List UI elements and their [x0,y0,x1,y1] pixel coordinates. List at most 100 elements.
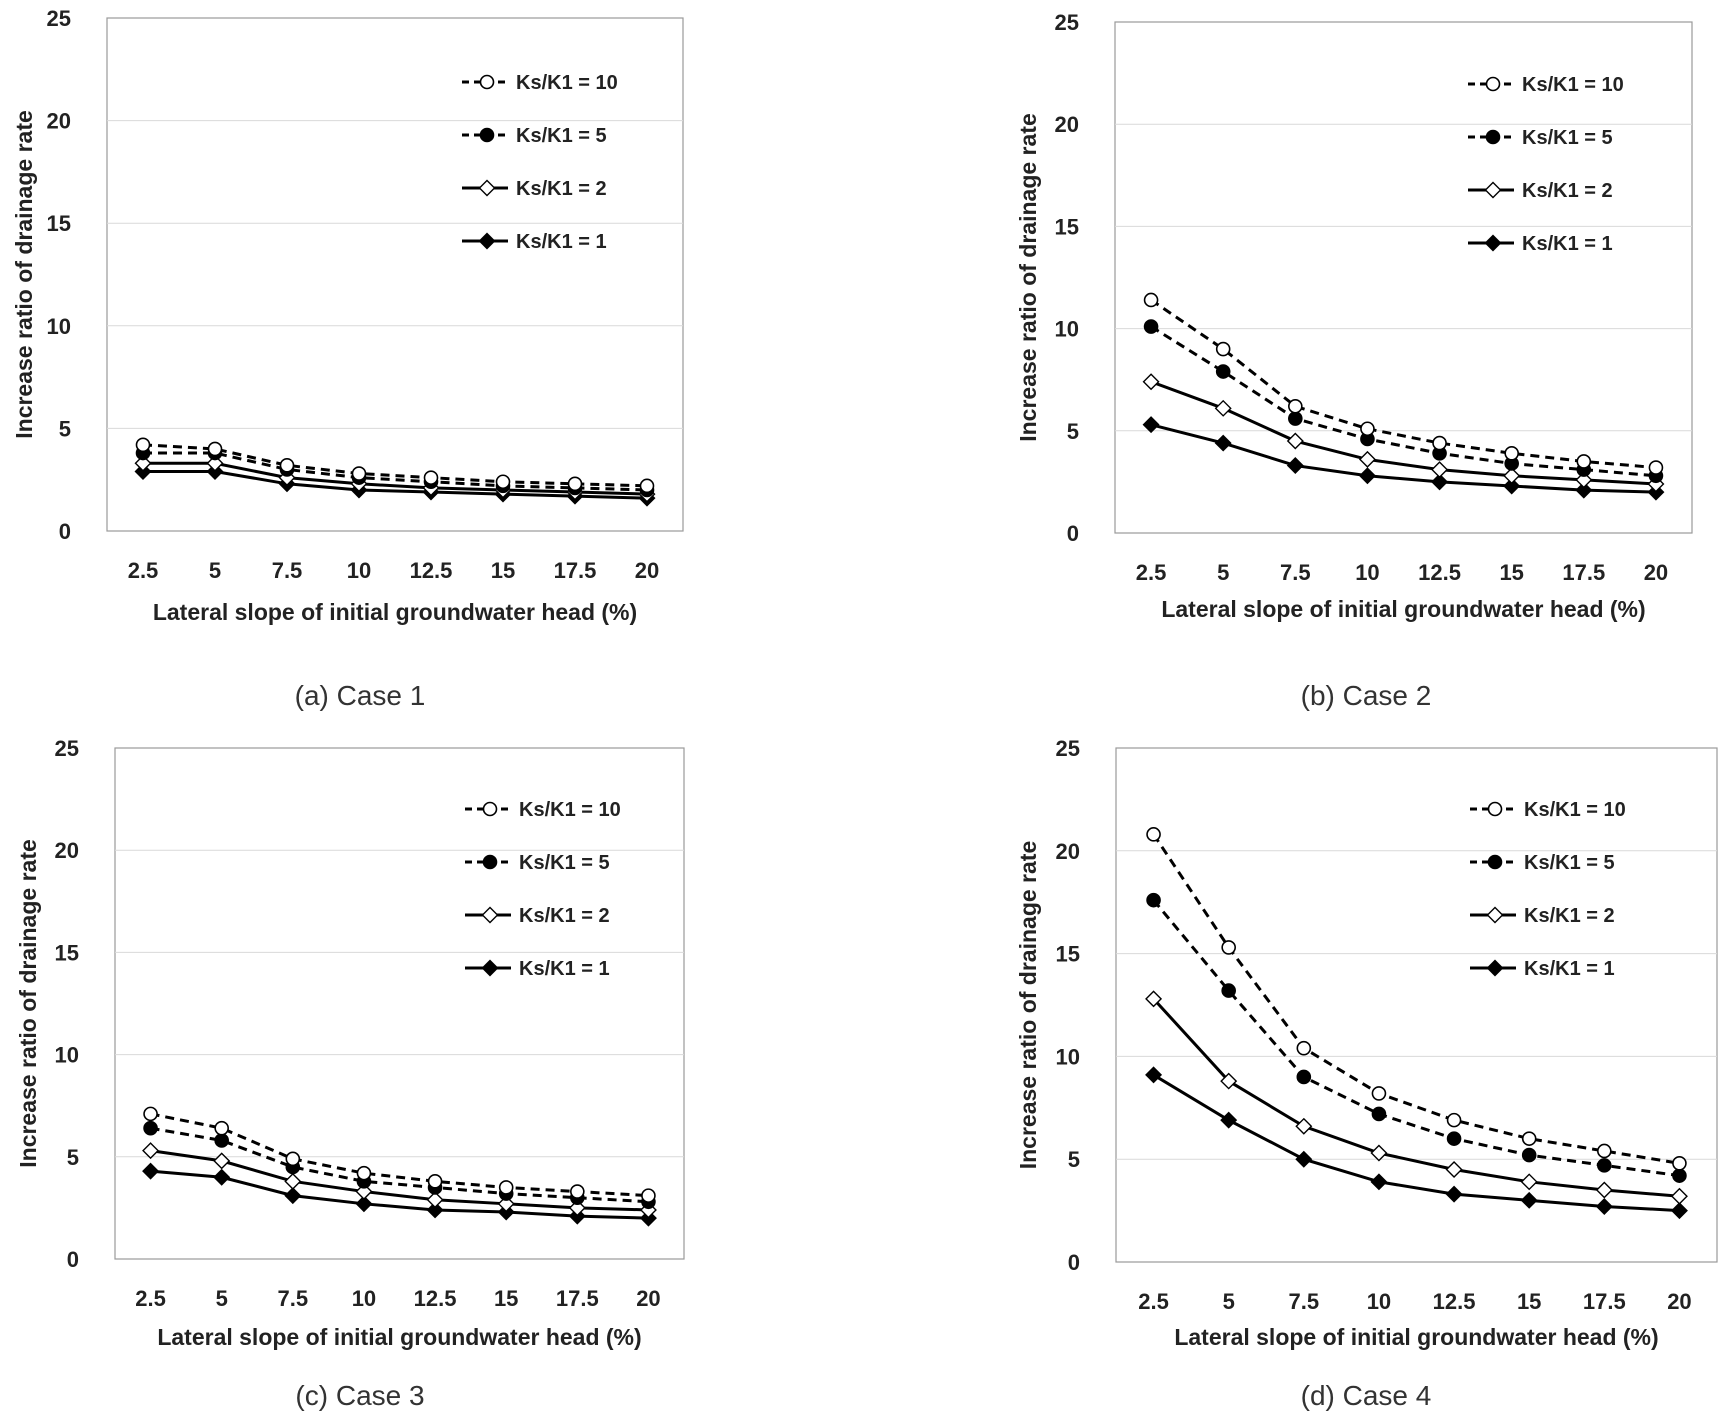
data-point-series-4 [355,1195,373,1213]
data-point-series-2 [1146,892,1161,908]
data-point-series-3 [1214,399,1232,417]
series-line-2 [150,1126,649,1204]
data-point-series-4 [426,1201,444,1219]
x-tick-label: 5 [1217,560,1229,585]
legend-label: Ks/K1 = 1 [1524,958,1615,980]
legend-marker [478,232,496,250]
chart-panel-3: 0 5 10 15 20 25 2.5 5 7.5 10 12.5 15 17.5 20 Lateral s… [15,736,685,1411]
data-point-series-1 [495,474,511,490]
data-point-series-1 [1672,1156,1687,1171]
legend-marker [1484,181,1502,199]
x-tick-label: 15 [491,558,515,583]
data-point-series-1 [135,437,151,453]
x-tick-label: 2.5 [1136,560,1167,585]
x-tick-label: 5 [209,558,221,583]
data-point-series-3 [426,1191,444,1209]
y-tick-label: 0 [1067,521,1079,546]
x-tick-label: 2.5 [135,1286,166,1311]
series-line-1 [150,1112,649,1198]
x-axis-title: Lateral slope of initial groundwater hea… [157,1324,641,1350]
legend-marker [1486,959,1504,977]
y-tick-label: 0 [59,519,71,544]
legend-marker [1485,76,1501,92]
x-tick-label: 20 [635,558,659,583]
y-axis-title: Increase ratio of drainage rate [11,110,37,439]
data-point-series-4 [284,1187,302,1205]
x-tick-label: 2.5 [128,558,159,583]
legend-label: Ks/K1 = 2 [1522,180,1613,202]
data-point-series-1 [285,1151,301,1167]
legend-marker [481,959,499,977]
legend-marker [1487,801,1503,817]
data-point-series-2 [1215,364,1231,379]
series-line-4 [143,469,648,500]
data-point-series-1 [207,441,223,457]
y-tick-label: 15 [1056,942,1080,967]
x-tick-label: 7.5 [1280,560,1311,585]
data-point-series-3 [1575,471,1593,489]
x-tick-label: 20 [1644,560,1668,585]
data-point-series-3 [1503,467,1521,485]
data-point-series-4 [1575,481,1593,499]
legend-label: Ks/K1 = 5 [516,125,607,147]
x-tick-label: 2.5 [1138,1289,1169,1314]
x-tick-label: 12.5 [1433,1289,1476,1314]
data-point-series-4 [1214,434,1232,452]
y-axis-title: Increase ratio of drainage rate [1015,113,1041,442]
data-point-series-1 [498,1180,514,1195]
data-point-series-2 [1143,319,1159,334]
data-point-series-4 [1220,1111,1238,1129]
x-tick-label: 10 [347,558,371,583]
data-point-series-1 [1288,398,1303,414]
legend-label: Ks/K1 = 1 [516,231,607,253]
data-point-series-1 [1360,421,1375,437]
y-tick-label: 0 [67,1247,79,1272]
x-tick-label: 17.5 [554,558,597,583]
data-point-series-3 [284,1172,302,1190]
data-point-series-1 [1432,435,1447,451]
legend-label: Ks/K1 = 5 [519,852,610,874]
series-line-1 [1150,298,1657,470]
y-tick-label: 5 [67,1145,79,1170]
data-point-series-2 [214,1133,229,1148]
panel-caption: (b) Case 2 [1301,680,1432,711]
legend-marker [481,906,499,924]
y-axis-title: Increase ratio of drainage rate [1015,841,1041,1170]
series-line-3 [150,1149,649,1212]
y-tick-label: 25 [55,736,79,761]
data-point-series-2 [1371,1106,1387,1122]
series-line-4 [150,1169,649,1220]
data-point-series-4 [1142,416,1160,434]
legend-marker [482,854,498,870]
data-point-series-1 [427,1174,443,1189]
legend-marker [479,127,495,143]
y-tick-label: 20 [47,109,71,134]
data-point-series-1 [1146,827,1161,842]
x-tick-label: 15 [1499,560,1523,585]
legend-label: Ks/K1 = 1 [519,958,610,980]
y-axis-title: Increase ratio of drainage rate [15,839,41,1168]
legend-marker [1486,906,1504,924]
data-point-series-3 [1431,461,1449,479]
data-point-series-3 [1286,432,1304,450]
x-tick-label: 20 [1667,1289,1691,1314]
panel-caption: (c) Case 3 [295,1380,424,1411]
data-point-series-1 [1504,445,1519,461]
legend-label: Ks/K1 = 10 [519,799,621,821]
x-tick-label: 12.5 [1418,560,1461,585]
data-point-series-2 [1521,1147,1537,1163]
data-point-series-1 [143,1106,158,1122]
x-tick-label: 17.5 [556,1286,599,1311]
legend-marker [1485,129,1501,145]
data-point-series-3 [206,454,224,472]
y-tick-label: 5 [1067,419,1079,444]
data-point-series-1 [641,1188,656,1203]
panel-caption: (d) Case 4 [1301,1380,1432,1411]
plot-area [114,747,685,1260]
data-point-series-3 [1445,1160,1463,1178]
x-tick-label: 12.5 [410,558,453,583]
x-tick-label: 7.5 [278,1286,309,1311]
chart-panel-1: 0 5 10 15 20 25 2.5 5 7.5 10 12.5 15 17.5 20 Lateral s… [11,6,684,711]
data-point-series-1 [423,470,439,485]
data-point-series-2 [1446,1131,1462,1146]
